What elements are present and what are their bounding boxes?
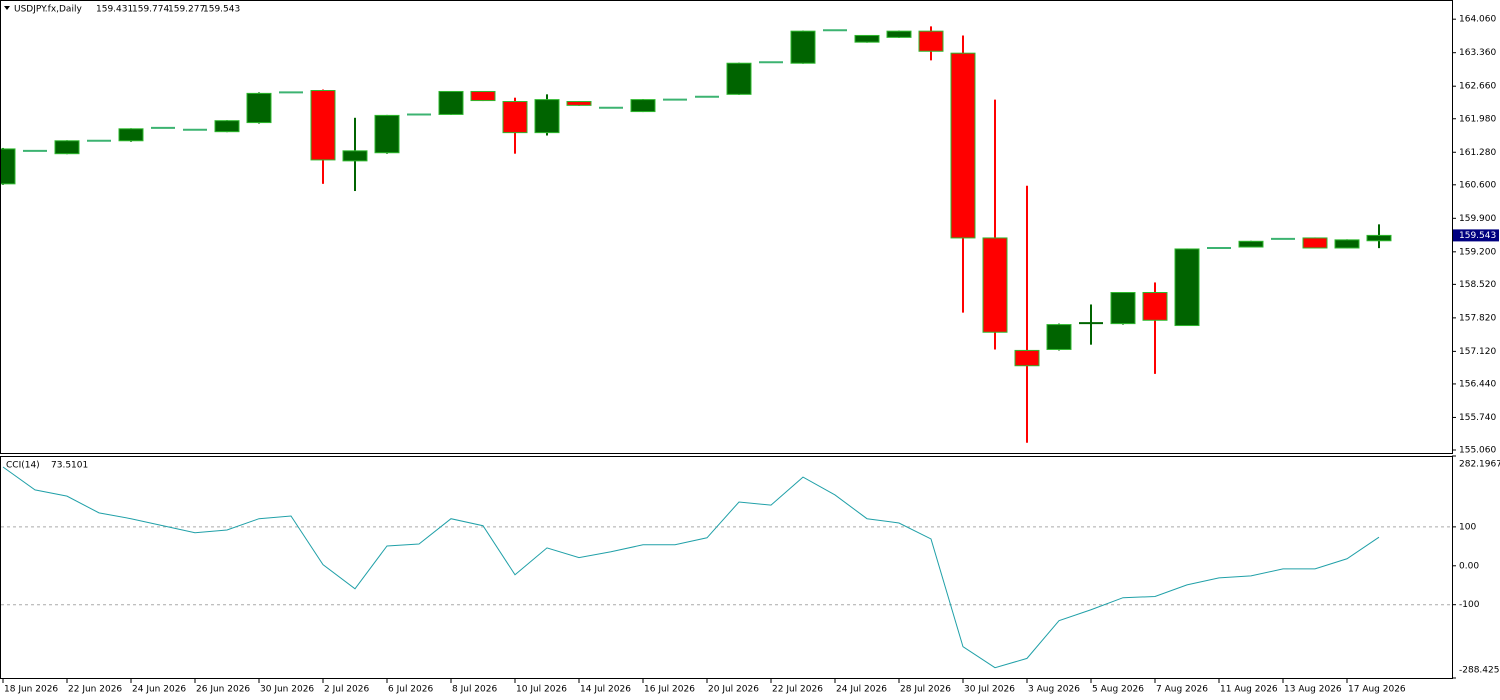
candle-body [54, 140, 80, 155]
x-tick-label: 26 Jun 2026 [196, 685, 250, 695]
y-tick-label: 159.900 [1459, 214, 1496, 224]
current-price-box [1453, 229, 1499, 242]
candle-body [342, 150, 368, 162]
x-tick-label: 17 Aug 2026 [1348, 685, 1406, 695]
candle-body [310, 90, 336, 161]
candle-body [470, 90, 496, 102]
candle-body [534, 99, 560, 134]
candle-body [1366, 234, 1392, 242]
y-tick-label: 161.280 [1459, 148, 1496, 158]
candle-body [566, 101, 592, 106]
candle-body [886, 30, 912, 38]
candle-body [1302, 237, 1328, 249]
x-tick-label: 10 Jul 2026 [516, 685, 567, 695]
x-tick-label: 24 Jul 2026 [836, 685, 887, 695]
indicator-name: CCI(14) [6, 461, 40, 471]
y-tick-label: -100 [1459, 600, 1480, 610]
y-tick-label: 164.060 [1459, 15, 1496, 25]
candle-body [502, 101, 528, 134]
y-tick-label: 162.660 [1459, 82, 1496, 92]
candle-body [438, 90, 464, 115]
symbol-title: USDJPY.fx,Daily [14, 5, 82, 15]
candle-body [790, 30, 816, 64]
indicator-line [2, 466, 1380, 669]
y-tick-label: 157.820 [1459, 313, 1496, 323]
candle-body [1, 148, 16, 185]
x-tick-label: 16 Jul 2026 [644, 685, 695, 695]
y-tick-label: 160.600 [1459, 180, 1496, 190]
low-value: 159.277 [168, 5, 205, 15]
x-tick-label: 3 Aug 2026 [1028, 685, 1080, 695]
x-tick-label: 7 Aug 2026 [1156, 685, 1208, 695]
x-tick-label: 6 Jul 2026 [388, 685, 433, 695]
y-tick-label: 163.360 [1459, 48, 1496, 58]
y-tick-label: 157.120 [1459, 347, 1496, 357]
candle-body [118, 128, 144, 142]
x-tick-label: 5 Aug 2026 [1092, 685, 1144, 695]
x-tick-label: 24 Jun 2026 [132, 685, 186, 695]
current-price-label: 159.543 [1459, 231, 1496, 241]
x-tick-label: 28 Jul 2026 [900, 685, 951, 695]
candle-body [726, 62, 752, 95]
high-value: 159.774 [132, 5, 169, 15]
x-tick-label: 20 Jul 2026 [708, 685, 759, 695]
y-tick-label: 282.1967 [1459, 460, 1500, 470]
candle-body [246, 92, 272, 124]
x-tick-label: 13 Aug 2026 [1284, 685, 1342, 695]
x-tick-label: 14 Jul 2026 [580, 685, 631, 695]
x-tick-label: 30 Jun 2026 [260, 685, 314, 695]
candle-body [854, 34, 880, 43]
x-tick-label: 2 Jul 2026 [324, 685, 369, 695]
y-tick-label: -288.4258 [1459, 666, 1500, 676]
candle-body [982, 237, 1008, 333]
y-tick-label: 0.00 [1459, 561, 1479, 571]
menu-arrow[interactable] [4, 6, 10, 10]
candle-body [950, 52, 976, 239]
open-value: 159.431 [96, 5, 133, 15]
indicator [1, 466, 1452, 669]
candle-body [630, 99, 656, 113]
x-tick-label: 18 Jun 2026 [4, 685, 58, 695]
indicator-panel [0, 456, 1453, 679]
candle-body [1238, 240, 1264, 248]
x-tick-label: 11 Aug 2026 [1220, 685, 1278, 695]
x-tick-label: 22 Jun 2026 [68, 685, 122, 695]
candle-body [1142, 292, 1168, 321]
y-tick-label: 155.740 [1459, 413, 1496, 423]
candle-body [214, 120, 240, 133]
candle-body [1046, 324, 1072, 350]
candles [1, 26, 1392, 443]
y-tick-label: 159.200 [1459, 247, 1496, 257]
x-tick-label: 22 Jul 2026 [772, 685, 823, 695]
candle-body [918, 30, 944, 52]
indicator-value: 73.5101 [51, 461, 88, 471]
y-tick-label: 161.980 [1459, 114, 1496, 124]
y-tick-label: 100 [1459, 522, 1476, 532]
x-tick-label: 30 Jul 2026 [964, 685, 1015, 695]
y-tick-label: 156.440 [1459, 379, 1496, 389]
y-tick-label: 155.060 [1459, 445, 1496, 455]
candle-body [1014, 349, 1040, 367]
y-tick-label: 158.520 [1459, 280, 1496, 290]
candle-body [1174, 248, 1200, 327]
close-value: 159.543 [203, 5, 240, 15]
x-tick-label: 8 Jul 2026 [452, 685, 497, 695]
candle-body [1110, 292, 1136, 325]
candle-body [374, 114, 400, 154]
candle-body [1334, 239, 1360, 249]
